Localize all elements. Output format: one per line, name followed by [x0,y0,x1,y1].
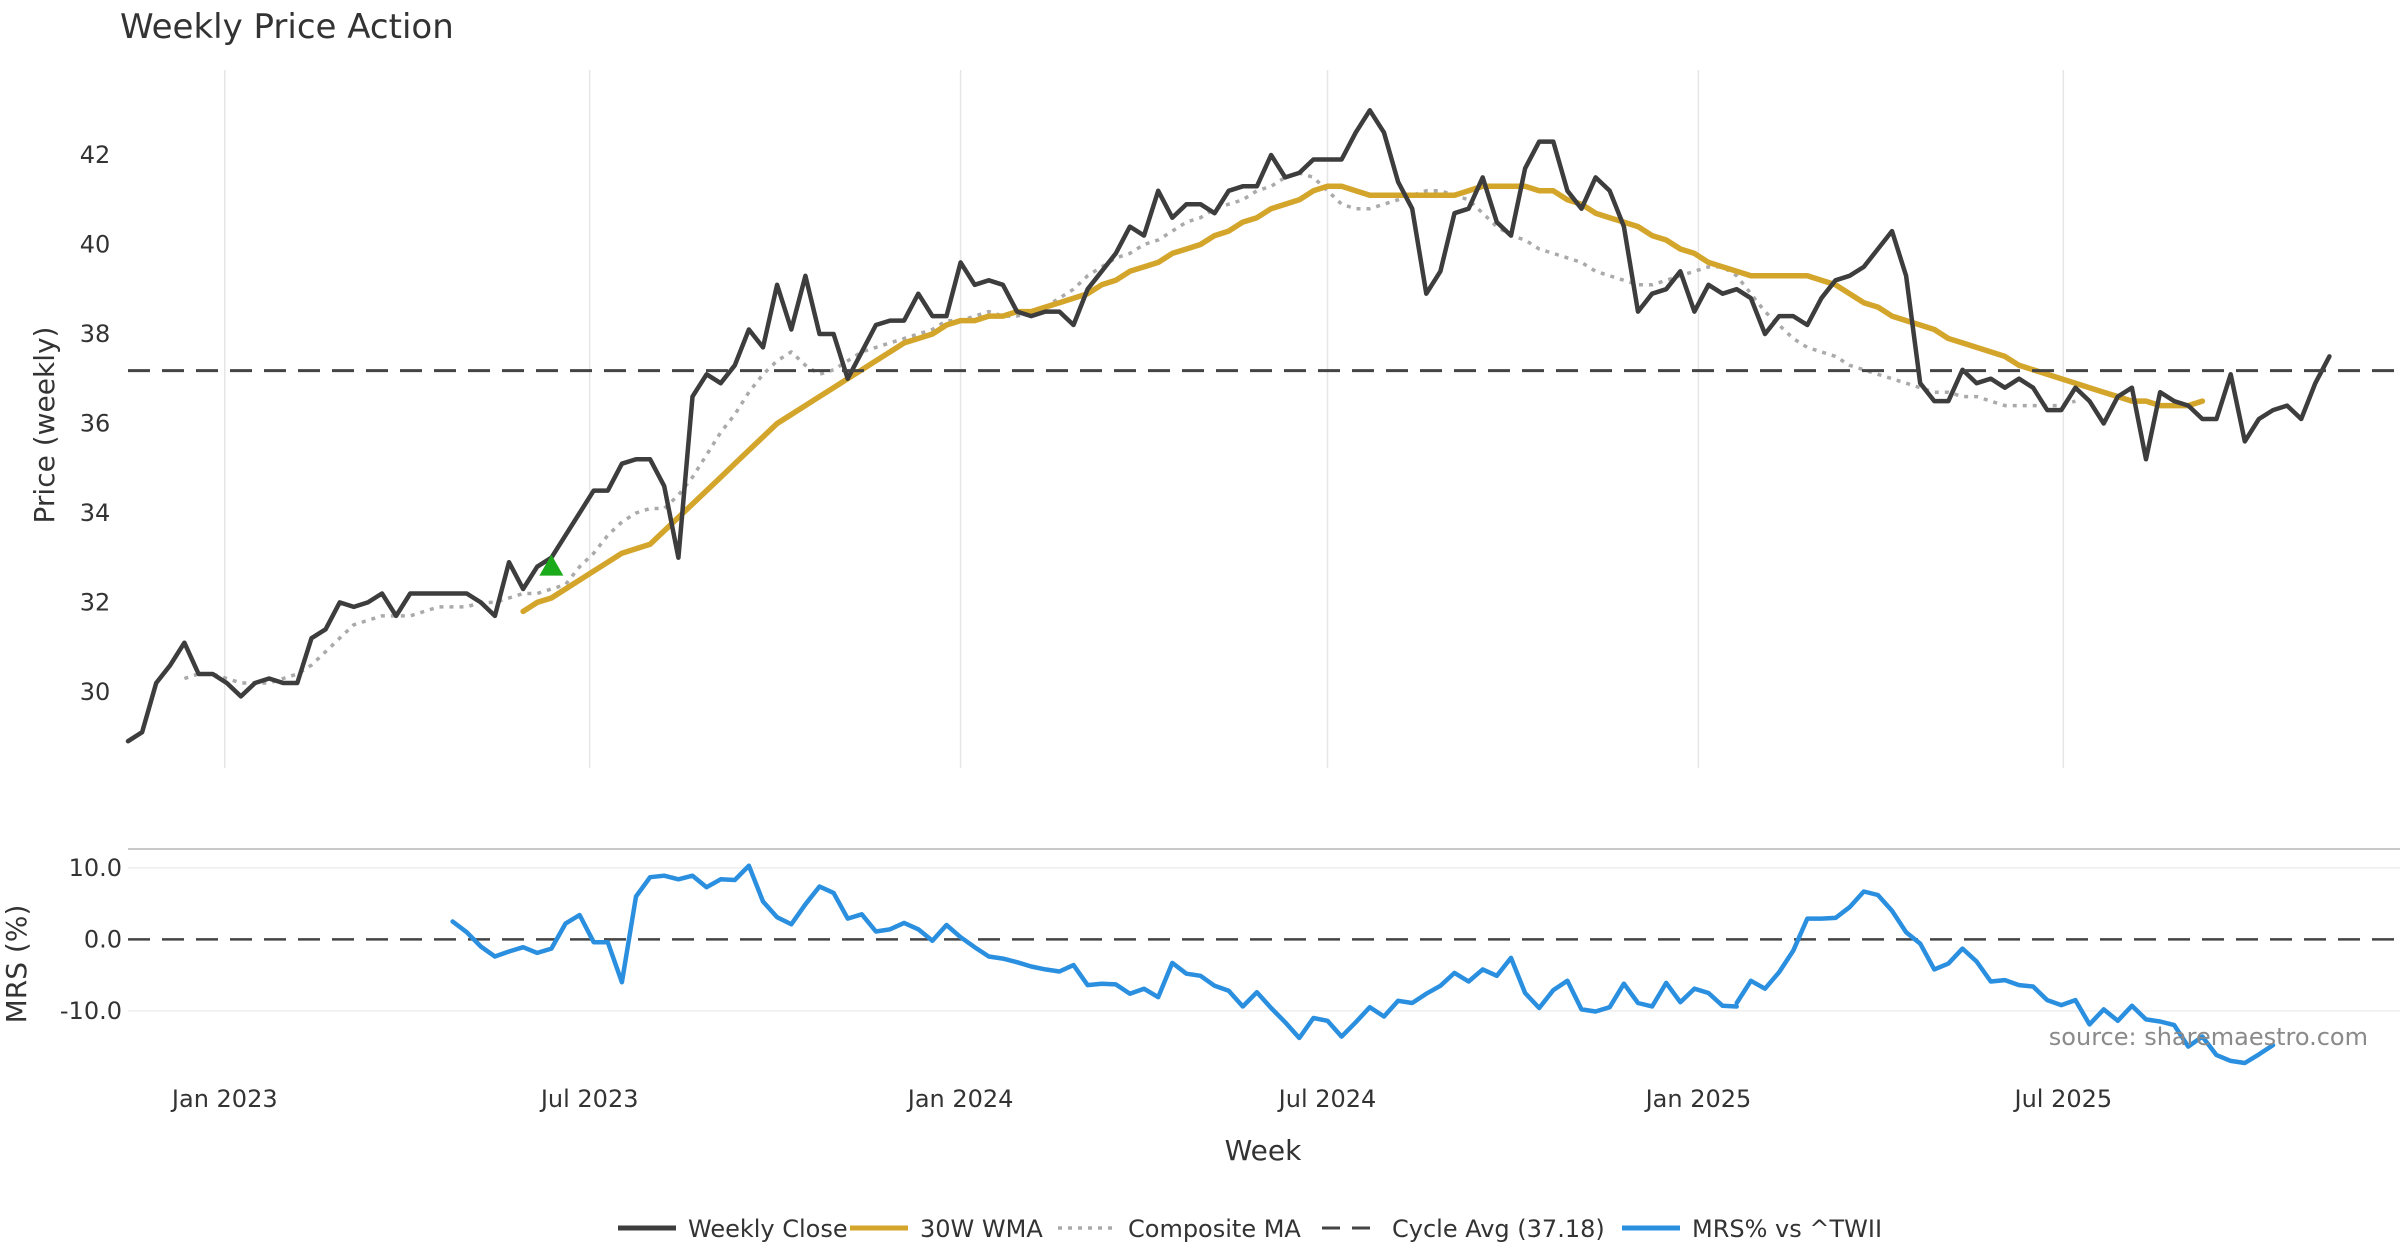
source-note: source: sharemaestro.com [2049,1023,2368,1051]
legend-label: 30W WMA [920,1215,1043,1243]
price-y-tick-label: 34 [80,499,111,527]
mrs-y-tick-label: 10.0 [69,854,122,882]
weekly-close-line [125,108,2332,744]
legend-entry: MRS% vs ^TWII [1622,1215,1882,1243]
price-y-tick-label: 36 [80,409,111,437]
price-y-tick-label: 38 [80,320,111,348]
price-y-tick-label: 40 [80,231,111,259]
legend-label: Cycle Avg (37.18) [1392,1215,1605,1243]
legend-entry: Weekly Close [618,1215,848,1243]
composite-ma-line [183,171,2076,685]
legend-entry: Composite MA [1058,1215,1301,1243]
chart-title: Weekly Price Action [120,7,454,47]
x-axis-label: Week [1225,1134,1302,1167]
x-tick-label: Jul 2025 [2012,1085,2112,1113]
mrs-y-tick-label: -10.0 [60,997,122,1025]
x-tick-label: Jul 2023 [539,1085,639,1113]
x-tick-label: Jan 2024 [906,1085,1014,1113]
x-tick-label: Jan 2023 [170,1085,278,1113]
mrs-line-segment [1734,889,2276,1066]
legend-label: Composite MA [1128,1215,1301,1243]
buy-signal-marker [539,554,564,576]
legend-label: MRS% vs ^TWII [1692,1215,1882,1243]
axes-layer: Jan 2023 Jul 2023 Jan 2024 Jul 2024 Jan 2025… [60,141,2112,1113]
mrs-ylabel: MRS (%) [0,905,33,1024]
mrs-y-tick-label: 0.0 [84,925,122,953]
wma30-line [520,183,2206,615]
price-ylabel: Price (weekly) [28,327,61,524]
x-tick-label: Jan 2025 [1644,1085,1752,1113]
legend-entry: Cycle Avg (37.18) [1322,1215,1605,1243]
legend-entry: 30W WMA [850,1215,1043,1243]
x-tick-label: Jul 2024 [1277,1085,1377,1113]
price-y-tick-label: 32 [80,588,111,616]
legend-label: Weekly Close [688,1215,848,1243]
grid-layer [128,70,2400,1012]
series-layer [125,108,2400,1066]
legend: Weekly Close 30W WMA Composite MA Cycle Avg… [618,1215,1882,1243]
price-y-tick-label: 42 [80,141,111,169]
price-y-tick-label: 30 [80,678,111,706]
mrs-line-segment [450,863,1739,1041]
